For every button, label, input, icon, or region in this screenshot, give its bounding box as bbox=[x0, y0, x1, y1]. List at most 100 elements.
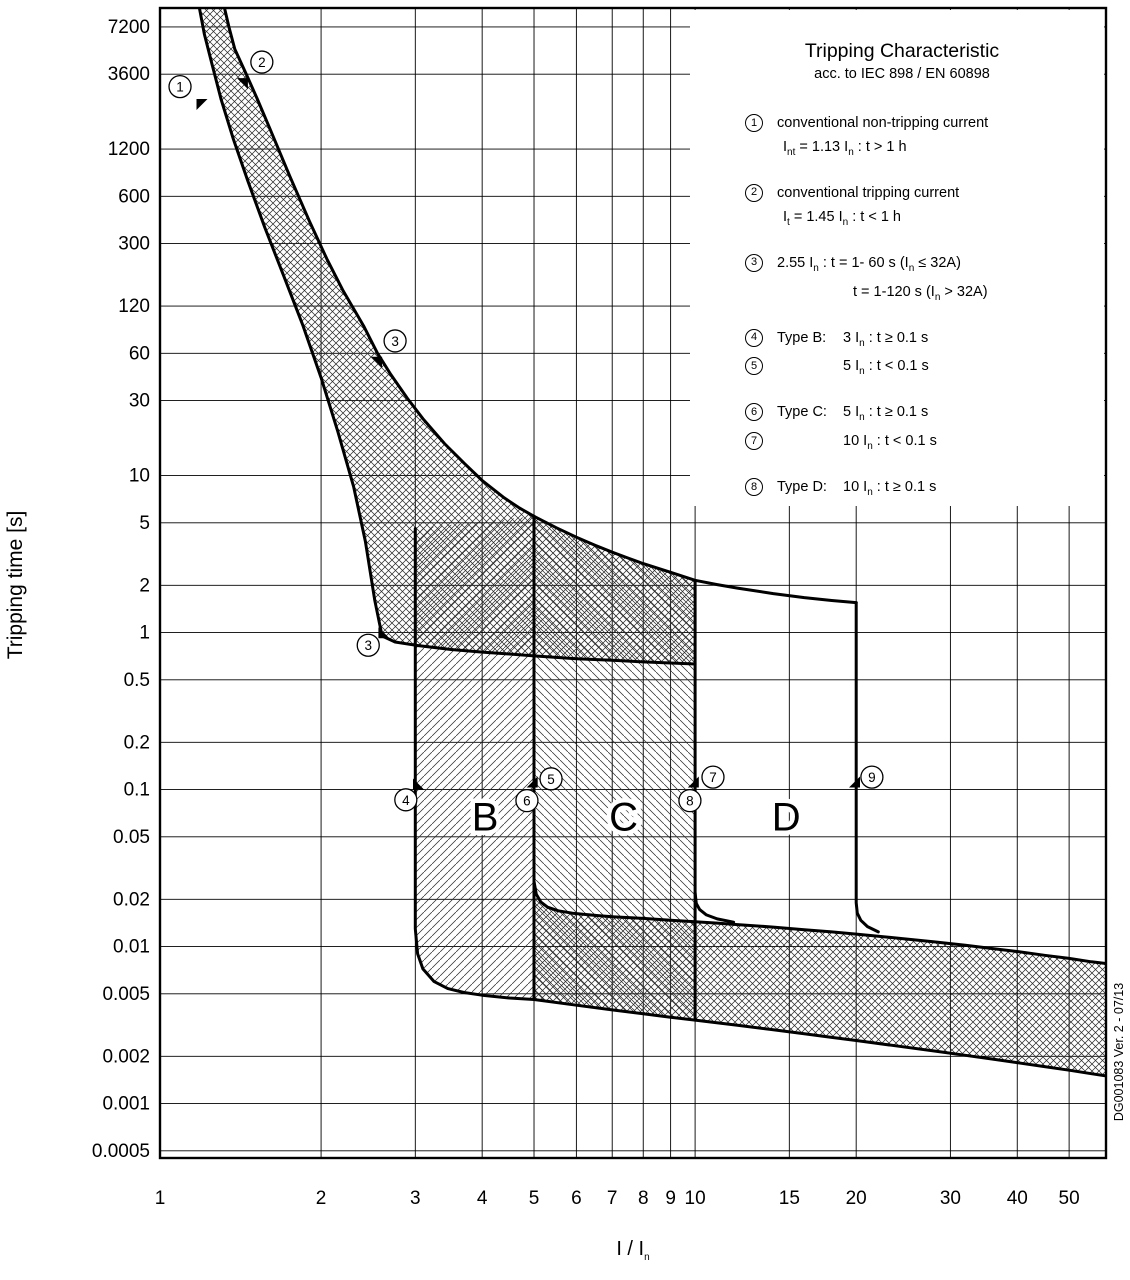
legend-item-text: 10 In : t < 0.1 s bbox=[843, 433, 937, 453]
legend-row: 1 conventional non-tripping current bbox=[745, 114, 1098, 133]
svg-text:3: 3 bbox=[364, 638, 372, 653]
marker-pointer bbox=[526, 776, 538, 788]
y-tick-label: 0.05 bbox=[113, 827, 150, 848]
y-tick-label: 5 bbox=[139, 513, 150, 534]
instant-band-top bbox=[593, 913, 1106, 965]
y-tick-label: 0.5 bbox=[124, 670, 150, 691]
svg-text:6: 6 bbox=[523, 794, 531, 809]
y-tick-label: 0.002 bbox=[102, 1046, 150, 1067]
type-c-region bbox=[534, 516, 696, 1021]
region-label-D: D bbox=[772, 795, 801, 839]
marker-pointer bbox=[687, 776, 699, 788]
legend-row: 6 Type C: 5 In : t ≥ 0.1 s bbox=[745, 403, 1098, 427]
x-tick-label: 10 bbox=[685, 1188, 706, 1209]
y-tick-label: 0.0005 bbox=[92, 1141, 150, 1162]
legend-type-label: Type D: bbox=[777, 479, 827, 496]
legend-item-number: 6 bbox=[745, 403, 763, 422]
y-tick-label: 1200 bbox=[108, 139, 150, 160]
legend-item-text: conventional non-tripping current bbox=[777, 115, 989, 131]
chart-marker-8: 8 bbox=[678, 788, 702, 813]
type-c-bottom-knee bbox=[532, 879, 597, 917]
region-label-C: C bbox=[609, 795, 638, 839]
legend-row: Int = 1.13 In : t > 1 h bbox=[745, 138, 1098, 162]
legend-item-text: t = 1-120 s (In > 32A) bbox=[853, 283, 988, 303]
legend-rows: 1 conventional non-tripping current Int = … bbox=[700, 114, 1104, 506]
y-tick-label: 2 bbox=[139, 575, 150, 596]
x-tick-label: 9 bbox=[665, 1188, 676, 1209]
svg-text:8: 8 bbox=[686, 794, 694, 809]
legend-item-text: conventional tripping current bbox=[777, 184, 960, 201]
y-tick-label: 1 bbox=[139, 623, 150, 644]
marker-pointer bbox=[378, 627, 390, 639]
legend-row: t = 1-120 s (In > 32A) bbox=[745, 283, 1098, 307]
marker-pointer bbox=[849, 776, 860, 788]
legend-row: 7 10 In : t < 0.1 s bbox=[745, 432, 1098, 456]
chart-marker-5: 5 bbox=[539, 767, 563, 791]
plot-frame bbox=[158, 6, 1108, 1160]
legend-item-number: 4 bbox=[745, 328, 763, 347]
x-tick-label: 6 bbox=[571, 1188, 582, 1209]
x-tick-label: 3 bbox=[410, 1188, 421, 1209]
legend-item-text: 2.55 In : t = 1- 60 s (In ≤ 32A) bbox=[777, 254, 961, 274]
legend-title: Tripping Characteristic bbox=[804, 40, 1000, 62]
y-tick-label: 0.001 bbox=[102, 1094, 150, 1115]
y-tick-label: 60 bbox=[129, 343, 150, 364]
legend-number-spacer bbox=[745, 138, 763, 156]
svg-text:3: 3 bbox=[391, 334, 399, 349]
legend-item-text: 5 In : t ≥ 0.1 s bbox=[843, 404, 929, 424]
legend-item-number: 5 bbox=[745, 357, 763, 376]
type-b-left-boundary bbox=[413, 527, 536, 1001]
legend-row: 2 conventional tripping current bbox=[745, 183, 1098, 203]
marker-pointer bbox=[196, 99, 208, 110]
legend-row: It = 1.45 In : t < 1 h bbox=[745, 208, 1098, 232]
legend-row: 5 5 In : t < 0.1 s bbox=[745, 357, 1098, 381]
y-tick-label: 3600 bbox=[108, 64, 150, 85]
x-tick-label: 50 bbox=[1059, 1188, 1080, 1209]
legend-item-text: 5 In : t < 0.1 s bbox=[843, 358, 929, 378]
x-tick-label: 30 bbox=[940, 1188, 961, 1209]
legend-item-number: 3 bbox=[745, 253, 763, 272]
legend-item-text: 10 In : t ≥ 0.1 s bbox=[843, 479, 937, 499]
x-tick-label: 2 bbox=[316, 1188, 327, 1209]
x-tick-label: 4 bbox=[477, 1188, 488, 1209]
y-tick-label: 0.01 bbox=[113, 937, 150, 958]
svg-text:7: 7 bbox=[709, 770, 717, 785]
legend-item-text: Int = 1.13 In : t > 1 h bbox=[783, 139, 907, 158]
chart-marker-9: 9 bbox=[860, 765, 884, 789]
x-tick-label: 40 bbox=[1007, 1188, 1028, 1209]
x-axis-title: I / In bbox=[616, 1238, 650, 1263]
x-tick-label: 8 bbox=[638, 1188, 649, 1209]
svg-text:1: 1 bbox=[176, 80, 184, 95]
x-tick-label: 5 bbox=[529, 1188, 540, 1209]
y-tick-label: 30 bbox=[129, 391, 150, 412]
type-b-region bbox=[415, 516, 534, 1000]
legend-item-number: 8 bbox=[745, 478, 763, 497]
magnetic-top-curve bbox=[532, 514, 858, 605]
svg-text:2: 2 bbox=[258, 55, 266, 70]
svg-text:9: 9 bbox=[868, 770, 876, 785]
svg-text:5: 5 bbox=[547, 772, 555, 787]
instant-trip-band bbox=[534, 881, 1106, 1076]
legend-row: 3 2.55 In : t = 1- 60 s (In ≤ 32A) bbox=[745, 253, 1098, 278]
marker-pointer bbox=[236, 78, 248, 90]
marker-pointer bbox=[371, 356, 383, 368]
document-id-watermark: DG001083 Ver. 2 - 07/13 bbox=[1112, 982, 1126, 1122]
y-tick-label: 0.005 bbox=[102, 984, 150, 1005]
chart-marker-3: 3 bbox=[383, 329, 407, 353]
y-tick-label: 7200 bbox=[108, 17, 150, 38]
region-label-B: B bbox=[472, 795, 499, 839]
instant-band-bottom bbox=[532, 998, 1106, 1078]
legend-type-label: Type B: bbox=[777, 329, 827, 346]
legend-subtitle: acc. to IEC 898 / EN 60898 bbox=[814, 66, 990, 82]
y-tick-label: 300 bbox=[118, 234, 150, 255]
legend-item-number: 7 bbox=[745, 432, 763, 451]
chart-marker-2: 2 bbox=[250, 50, 274, 74]
y-tick-label: 120 bbox=[118, 296, 150, 317]
x-tick-label: 20 bbox=[846, 1188, 867, 1209]
chart-marker-7: 7 bbox=[701, 765, 725, 789]
marker-pointer bbox=[413, 778, 424, 790]
legend-row: 8 Type D: 10 In : t ≥ 0.1 s bbox=[745, 478, 1098, 502]
legend-item-number: 1 bbox=[745, 114, 763, 132]
type-d-right-boundary bbox=[854, 601, 880, 934]
thermal-min-curve bbox=[197, 8, 697, 666]
